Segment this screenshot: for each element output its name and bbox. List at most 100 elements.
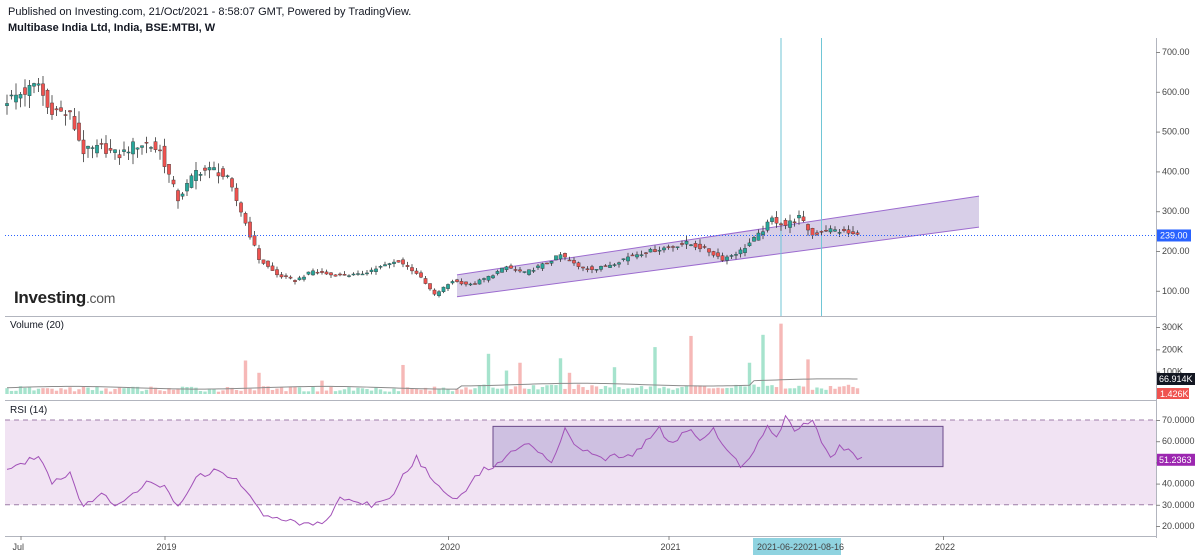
candle-body [446,284,450,289]
candle-body [131,141,135,155]
volume-bar [32,390,36,394]
candle-body [810,227,815,236]
candle-body [401,259,405,265]
candle-body [599,265,603,270]
candle-body [36,83,41,86]
candle-body [95,144,99,154]
volume-bar [9,390,14,394]
volume-bar [356,387,360,394]
time-tick-label: 2022 [935,542,955,552]
volume-bar [797,385,801,394]
volume-bar [45,388,50,394]
volume-bar [770,385,774,394]
candle-body [414,270,419,274]
volume-bar [36,388,41,394]
volume-bar [725,387,729,394]
volume-bar [72,391,77,394]
candle-body [545,262,549,265]
volume-bar [90,390,95,394]
volume-bar [306,391,311,394]
candle-body [306,271,311,275]
candle-body [464,281,468,285]
candle-body [378,266,383,268]
candle-body [374,268,378,272]
candle-body [86,145,90,149]
volume-bar [783,388,788,394]
candle-body [329,272,333,276]
candle-body [122,149,126,152]
published-header: Published on Investing.com, 21/Oct/2021 … [8,6,412,18]
candle-body [774,217,779,224]
candle-body [108,148,113,151]
volume-bar [54,390,59,394]
candle-body [572,260,576,264]
volume-bar [752,384,756,394]
candle-body [14,94,18,103]
time-tick-label: 2020 [440,542,460,552]
candle-body [554,255,558,261]
price-tick-label: 700.00 [1162,47,1190,57]
volume-bar [590,385,594,394]
volume-bar [230,387,234,394]
candle-body [113,149,117,153]
candle-body [9,94,14,97]
volume-ma-line [6,378,858,390]
candle-body [252,235,257,246]
volume-bar [513,386,518,394]
candle-body [581,266,585,269]
candle-body [387,263,392,266]
volume-bar [108,391,113,394]
volume-bar [779,323,783,394]
volume-bar [144,389,149,394]
candle-body [234,187,239,201]
candle-body [635,254,639,258]
volume-bar [392,388,396,394]
pane-divider-rsi [5,400,1156,401]
volume-bar [365,389,369,394]
rsi-tick-mark [1156,483,1160,485]
rsi-tick-label: 60.0000 [1162,436,1195,446]
price-tick-mark [1156,290,1160,292]
candle-body [653,249,657,252]
trend-channel-lower-line [456,226,980,298]
candle-body [639,254,644,256]
volume-bar [824,389,828,394]
volume-bar [257,372,261,394]
candle-body [315,271,320,274]
volume-bar [131,386,135,394]
candle-body [473,283,477,285]
candle-body [441,286,446,292]
candle-body [761,231,765,235]
candle-body [459,281,464,285]
candle-body [72,116,77,130]
volume-bar [747,362,752,394]
rsi-range-box [492,425,944,468]
candle-body [59,107,63,112]
candle-body [135,147,140,150]
volume-tick-mark [1156,349,1160,351]
candle-body [176,190,180,202]
volume-ma-tag [1157,373,1195,385]
volume-bar [482,384,486,394]
volume-bar [207,388,212,394]
last-volume-value: 1.426K [1160,389,1189,399]
volume-bar [297,387,302,394]
candle-body [783,219,788,226]
rsi-tick-label: 20.0000 [1162,521,1195,531]
price-tick-label: 200.00 [1162,246,1190,256]
volume-bar [405,387,410,394]
last-volume-tag [1157,388,1189,399]
candle-body [765,221,770,231]
candle-body [801,216,806,221]
candle-body [594,269,599,271]
candle-body [491,275,495,279]
volume-bar [662,386,666,394]
candle-body [675,246,680,248]
rsi-tick-label: 70.0000 [1162,415,1195,425]
volume-bar [455,389,459,394]
time-tick-mark [943,536,944,540]
candle-body [18,94,23,99]
volume-bar [23,387,27,394]
volume-bar [765,385,770,394]
